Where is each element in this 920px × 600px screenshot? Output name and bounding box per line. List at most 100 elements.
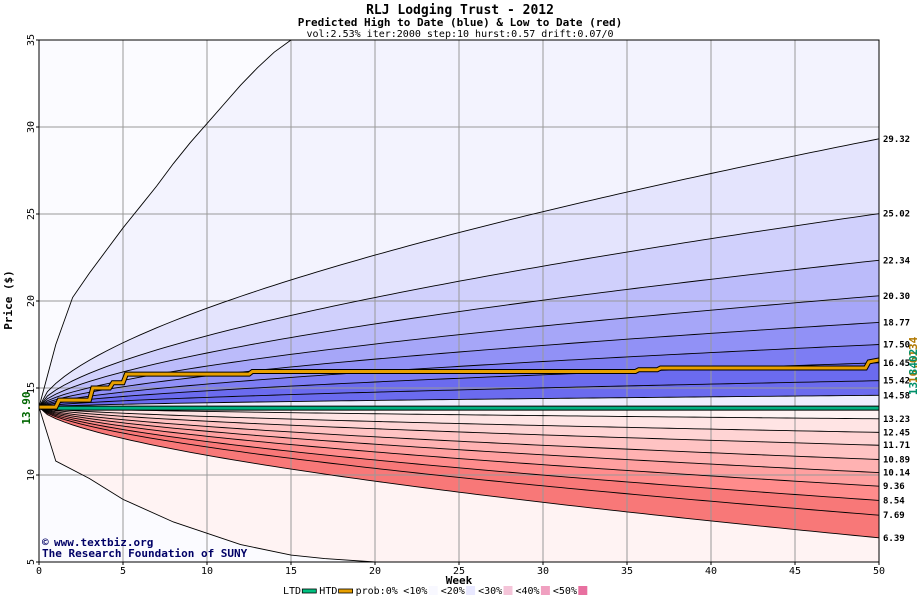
ltd-end-label: 13.8402 (907, 349, 920, 395)
x-tick-label: 20 (369, 566, 381, 577)
band-boundary-line (39, 213, 879, 408)
ltd-line (39, 405, 879, 410)
y-tick-label: 35 (26, 34, 37, 46)
legend-item: prob:0% (356, 586, 398, 597)
legend-swatch (301, 588, 317, 594)
band-end-label: 20.30 (883, 292, 910, 302)
band-boundary-line (39, 406, 879, 539)
plot-area: 0 5 10 15 20 25 30 35 40 45 50510152025303529.3225… (26, 34, 911, 577)
extreme-high-line (39, 40, 292, 408)
credit: © www.textbiz.org The Research Foundatio… (42, 536, 248, 560)
credit-url: www.textbiz.org (54, 536, 153, 549)
legend-item: <10% (403, 586, 438, 597)
legend-label: LTD (283, 586, 301, 597)
x-tick-label: 10 (201, 566, 213, 577)
legend-swatch (338, 588, 354, 594)
x-tick-label: 15 (285, 566, 297, 577)
band-end-label: 13.23 (883, 415, 910, 425)
band-boundary-line (39, 321, 879, 408)
band-end-label: 6.39 (883, 534, 905, 544)
legend-item: <20% (441, 586, 476, 597)
x-tick-label: 40 (705, 566, 717, 577)
band-boundary-line (39, 394, 879, 408)
chart-title: RLJ Lodging Trust - 2012 (366, 3, 554, 18)
band-end-label: 14.58 (883, 391, 910, 401)
legend: LTD HTD prob:0% <10% <20% <30% <40% <50% (283, 586, 588, 597)
band-end-label: 9.36 (883, 482, 905, 492)
prob-band-low-8 (39, 407, 879, 538)
band-boundary-line (39, 406, 879, 487)
legend-item: HTD (319, 586, 354, 597)
legend-label: <10% (403, 586, 427, 597)
legend-label: <50% (553, 586, 577, 597)
legend-label: <30% (478, 586, 502, 597)
legend-swatch (503, 586, 513, 595)
legend-label: HTD (319, 586, 337, 597)
x-tick-label: 35 (621, 566, 633, 577)
x-tick-label: 50 (873, 566, 885, 577)
band-end-label: 15.42 (883, 377, 910, 387)
legend-label: <40% (516, 586, 540, 597)
y-tick-label: 15 (26, 382, 37, 394)
y-tick-label: 10 (26, 469, 37, 481)
band-boundary-line (39, 259, 879, 408)
x-tick-label: 45 (789, 566, 801, 577)
band-end-label: 11.71 (883, 441, 910, 451)
credit-org: The Research Foundation of SUNY (42, 547, 248, 560)
band-boundary-line (39, 406, 879, 420)
x-tick-label: 5 (120, 566, 126, 577)
prob-band-low-outer (39, 407, 879, 562)
chart-subtitle: Predicted High to Date (blue) & Low to D… (298, 16, 623, 29)
band-boundary-line (39, 406, 879, 501)
band-end-label: 12.45 (883, 428, 910, 438)
legend-item: LTD (283, 586, 317, 597)
band-end-label: 10.14 (883, 469, 911, 479)
prob-band-low-5 (39, 407, 879, 487)
legend-label: <20% (441, 586, 465, 597)
htd-line (39, 358, 879, 409)
legend-swatch (540, 586, 550, 595)
x-tick-label: 25 (453, 566, 465, 577)
htd-end-label: 16.6134 (907, 336, 920, 383)
band-end-label: 29.32 (883, 135, 910, 145)
legend-label: prob:0% (356, 586, 398, 597)
y-tick-label: 20 (26, 295, 37, 307)
y-tick-label: 25 (26, 208, 37, 220)
legend-item: <50% (553, 586, 588, 597)
x-tick-label: 30 (537, 566, 549, 577)
legend-item: <30% (478, 586, 513, 597)
band-boundary-line (39, 406, 879, 433)
band-boundary-line (39, 406, 879, 516)
band-boundary-line (39, 295, 879, 408)
extreme-low-line (39, 407, 376, 562)
plot-clip-group (39, 40, 879, 562)
x-axis-label: Week (446, 574, 473, 587)
band-boundary-line (39, 344, 879, 408)
band-boundary-line (39, 406, 879, 460)
band-boundary-line (39, 406, 879, 446)
copyright-icon: © (42, 536, 49, 549)
prob-band-low-6 (39, 407, 879, 501)
y-tick-label: 30 (26, 121, 37, 133)
prob-band-low-7 (39, 407, 879, 516)
band-boundary-line (39, 406, 879, 474)
band-end-label: 10.89 (883, 456, 910, 466)
legend-swatch (428, 586, 438, 595)
band-end-label: 25.02 (883, 210, 910, 220)
band-end-label: 8.54 (883, 496, 905, 506)
band-end-label: 7.69 (883, 511, 905, 521)
x-tick-label: 0 (36, 566, 42, 577)
band-boundary-line (39, 380, 879, 408)
legend-swatch (578, 586, 588, 595)
prob-band-low-4 (39, 407, 879, 473)
band-end-label: 17.50 (883, 341, 910, 351)
y-axis-label: Price ($) (2, 270, 15, 330)
band-end-label: 22.34 (883, 256, 911, 266)
legend-swatch (466, 586, 476, 595)
start-price-label: 13.90 (20, 391, 33, 424)
band-boundary-line (39, 138, 879, 408)
band-end-label: 18.77 (883, 318, 910, 328)
legend-item: <40% (516, 586, 550, 597)
y-tick-label: 5 (26, 559, 37, 565)
